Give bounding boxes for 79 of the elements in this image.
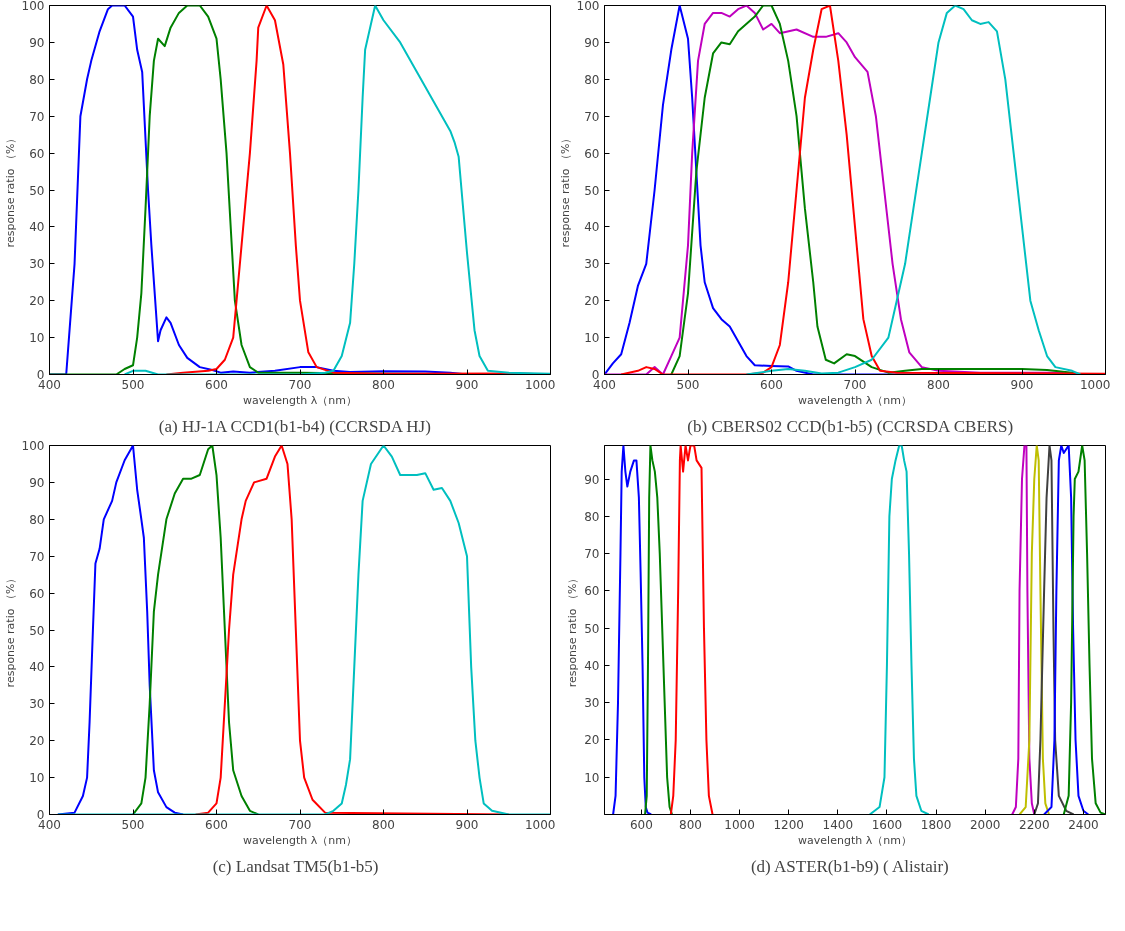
x-axis-title: wavelength λ（nm） bbox=[798, 393, 912, 407]
y-tick-label: 50 bbox=[29, 183, 45, 198]
y-tick-label: 20 bbox=[584, 294, 600, 309]
y-tick-label: 40 bbox=[29, 660, 45, 675]
y-tick-label: 90 bbox=[29, 475, 45, 490]
y-tick-label: 10 bbox=[29, 771, 45, 786]
x-tick-label: 1000 bbox=[1079, 377, 1111, 392]
y-axis-title: response ratio （%） bbox=[558, 132, 572, 248]
y-tick-label: 10 bbox=[584, 770, 600, 785]
y-tick-label: 10 bbox=[584, 331, 600, 346]
x-tick-label: 1000 bbox=[524, 817, 556, 832]
y-tick-label: 70 bbox=[29, 109, 45, 124]
y-tick-label: 10 bbox=[29, 331, 45, 346]
y-tick-label: 40 bbox=[29, 220, 45, 235]
x-tick-label: 2400 bbox=[1068, 817, 1099, 832]
x-tick-label: 1800 bbox=[920, 817, 952, 832]
y-tick-label: 90 bbox=[584, 472, 600, 487]
x-tick-label: 900 bbox=[455, 377, 479, 392]
x-tick-label: 700 bbox=[288, 817, 312, 832]
y-tick-label: 60 bbox=[29, 146, 45, 161]
y-tick-label: 20 bbox=[584, 733, 600, 748]
y-tick-label: 30 bbox=[29, 257, 45, 272]
x-tick-label: 2000 bbox=[969, 817, 1001, 832]
y-tick-label: 100 bbox=[21, 439, 45, 453]
x-axis-title: wavelength λ（nm） bbox=[798, 833, 912, 847]
y-tick-label: 60 bbox=[29, 586, 45, 601]
x-tick-label: 900 bbox=[455, 817, 479, 832]
x-tick-label: 700 bbox=[843, 377, 867, 392]
y-tick-label: 100 bbox=[21, 0, 45, 13]
x-tick-label: 1400 bbox=[822, 817, 854, 832]
y-tick-label: 70 bbox=[29, 549, 45, 564]
x-tick-label: 1600 bbox=[871, 817, 903, 832]
y-tick-label: 80 bbox=[584, 72, 600, 87]
y-tick-label: 20 bbox=[29, 294, 45, 309]
y-tick-label: 70 bbox=[584, 547, 600, 562]
x-axis-title: wavelength λ（nm） bbox=[243, 833, 357, 847]
y-tick-label: 30 bbox=[584, 696, 600, 711]
x-tick-label: 900 bbox=[1010, 377, 1034, 392]
x-axis-title: wavelength λ（nm） bbox=[243, 393, 357, 407]
y-axis-title: response ratio （%） bbox=[3, 132, 17, 248]
x-tick-label: 700 bbox=[288, 377, 312, 392]
x-tick-label: 500 bbox=[676, 377, 700, 392]
x-tick-label: 1200 bbox=[773, 817, 804, 832]
y-tick-label: 100 bbox=[576, 0, 600, 13]
x-tick-label: 2200 bbox=[1019, 817, 1050, 832]
y-tick-label: 80 bbox=[29, 72, 45, 87]
y-tick-label: 40 bbox=[584, 220, 600, 235]
y-tick-label: 30 bbox=[29, 697, 45, 712]
text: (a) HJ-1A CCD1(b1-b4) (CCRSDA HJ) bbox=[158, 416, 431, 436]
x-tick-label: 800 bbox=[372, 377, 395, 392]
y-tick-label: 80 bbox=[29, 512, 45, 527]
y-tick-label: 90 bbox=[584, 35, 600, 50]
y-tick-label: 50 bbox=[584, 621, 600, 636]
y-tick-label: 50 bbox=[29, 623, 45, 638]
y-axis-title: response ratio （%） bbox=[566, 572, 580, 688]
x-tick-label: 1000 bbox=[524, 377, 556, 392]
y-tick-label: 50 bbox=[584, 183, 600, 198]
text: (d) ASTER(b1-b9) ( Alistair) bbox=[750, 856, 949, 876]
x-tick-label: 500 bbox=[121, 377, 145, 392]
x-tick-label: 500 bbox=[121, 817, 145, 832]
text: (b) CBERS02 CCD(b1-b5) (CCRSDA CBERS) bbox=[687, 416, 1014, 436]
x-tick-label: 600 bbox=[629, 817, 653, 832]
y-tick-label: 40 bbox=[584, 658, 600, 673]
y-tick-label: 70 bbox=[584, 109, 600, 124]
text: (c) Landsat TM5(b1-b5) bbox=[212, 856, 379, 876]
y-tick-label: 20 bbox=[29, 734, 45, 749]
x-tick-label: 800 bbox=[372, 817, 395, 832]
x-tick-label: 800 bbox=[679, 817, 702, 832]
y-tick-label: 90 bbox=[29, 35, 45, 50]
y-tick-label: 80 bbox=[584, 509, 600, 524]
y-axis-title: response ratio （%） bbox=[3, 572, 17, 688]
x-tick-label: 600 bbox=[205, 817, 228, 832]
x-tick-label: 600 bbox=[205, 377, 228, 392]
x-tick-label: 800 bbox=[927, 377, 950, 392]
y-tick-label: 30 bbox=[584, 257, 600, 272]
x-tick-label: 1000 bbox=[724, 817, 755, 832]
x-tick-label: 600 bbox=[760, 377, 783, 392]
y-tick-label: 60 bbox=[584, 584, 600, 599]
y-tick-label: 60 bbox=[584, 146, 600, 161]
